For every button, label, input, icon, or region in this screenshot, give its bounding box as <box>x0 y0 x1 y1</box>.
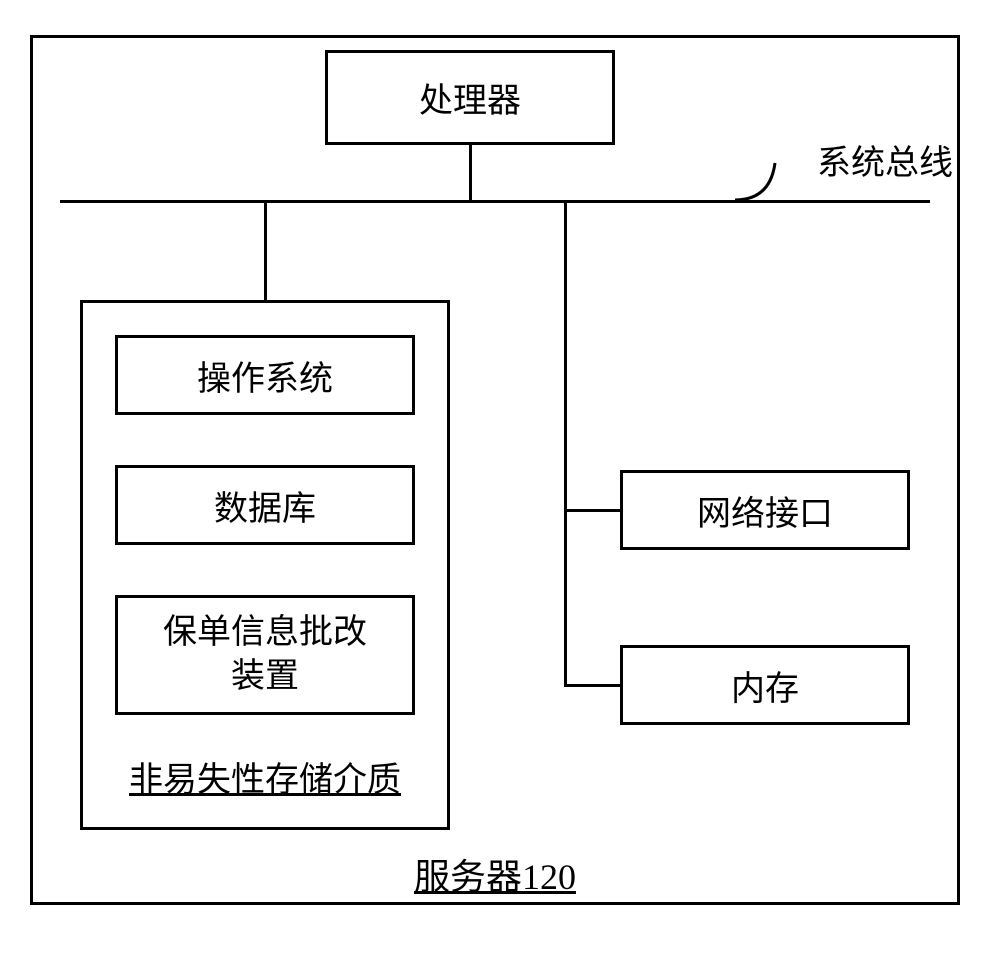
conn-to-memory <box>564 684 622 687</box>
database-label: 数据库 <box>214 481 316 530</box>
conn-processor-bus <box>469 145 472 202</box>
memory-block: 内存 <box>620 645 910 725</box>
processor-label: 处理器 <box>419 73 521 122</box>
os-label: 操作系统 <box>197 351 333 400</box>
storage-caption: 非易失性存储介质 <box>95 752 435 801</box>
netif-label: 网络接口 <box>697 486 833 535</box>
conn-bus-right-drop <box>564 200 567 687</box>
netif-block: 网络接口 <box>620 470 910 550</box>
device-block: 保单信息批改装置 <box>115 595 415 715</box>
conn-bus-storage <box>264 200 267 302</box>
processor-block: 处理器 <box>325 50 615 145</box>
server-caption: 服务器120 <box>380 848 610 900</box>
database-block: 数据库 <box>115 465 415 545</box>
memory-label: 内存 <box>731 661 799 710</box>
device-label: 保单信息批改装置 <box>163 611 367 699</box>
conn-to-netif <box>564 509 622 512</box>
os-block: 操作系统 <box>115 335 415 415</box>
diagram-canvas: 系统总线 处理器 操作系统 数据库 保单信息批改装置 非易失性存储介质 网络接口… <box>0 0 1000 955</box>
